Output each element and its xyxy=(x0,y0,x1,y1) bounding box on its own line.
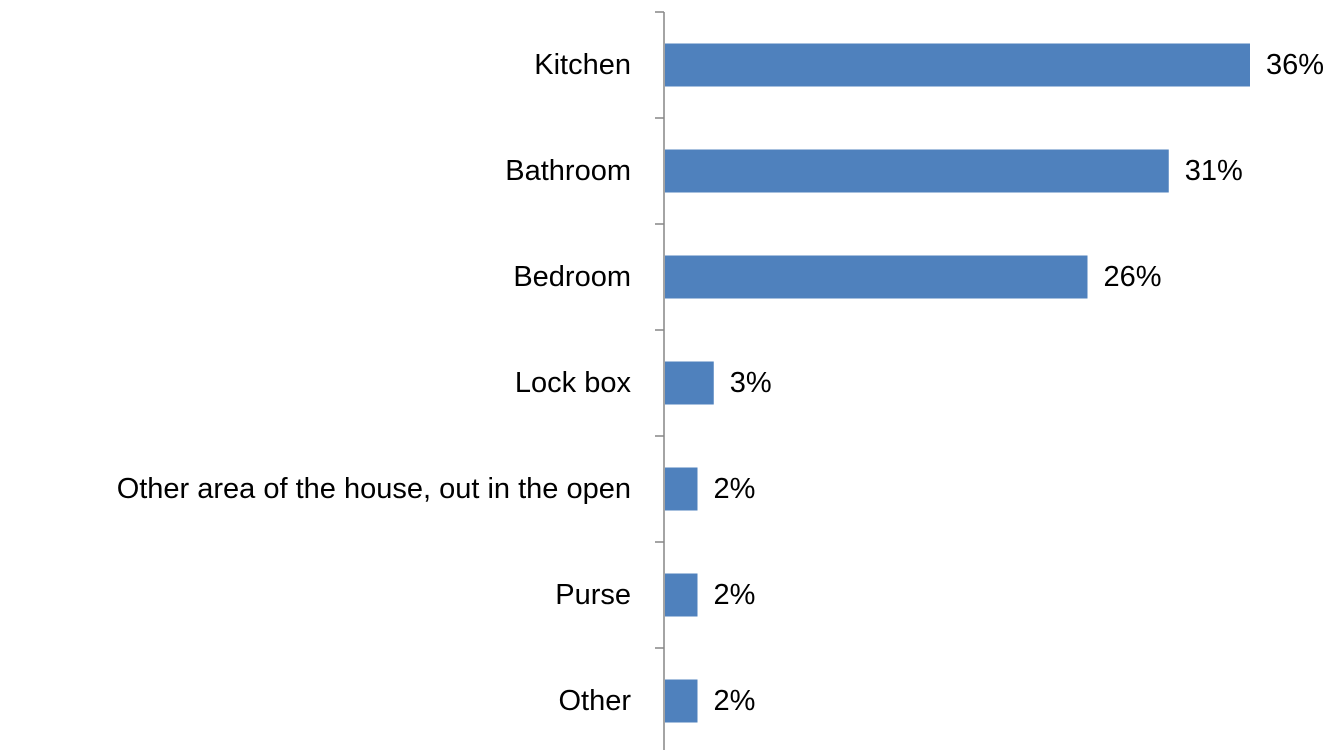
bar-kitchen xyxy=(665,43,1250,87)
category-label: Bathroom xyxy=(505,155,631,187)
bar-series xyxy=(665,43,1250,723)
data-labels: 36% 31% 26% 3% 2% 2% 2% xyxy=(714,49,1325,717)
bar-other xyxy=(665,679,698,723)
category-axis-ticks xyxy=(655,11,664,649)
category-label: Other area of the house, out in the open xyxy=(117,473,631,505)
category-label: Other xyxy=(558,685,631,717)
bar-bathroom xyxy=(665,149,1169,193)
category-label: Bedroom xyxy=(513,261,631,293)
data-label: 2% xyxy=(714,579,756,611)
data-label: 2% xyxy=(714,473,756,505)
category-label: Purse xyxy=(555,579,631,611)
bar-other-area-of-the-house-out-in-the-open xyxy=(665,467,698,511)
data-label: 36% xyxy=(1266,49,1324,81)
bar-bedroom xyxy=(665,255,1088,299)
category-label: Kitchen xyxy=(534,49,631,81)
data-label: 26% xyxy=(1104,261,1162,293)
data-label: 31% xyxy=(1185,155,1243,187)
data-label: 3% xyxy=(730,367,772,399)
category-label: Lock box xyxy=(515,367,632,399)
data-label: 2% xyxy=(714,685,756,717)
category-labels: Kitchen Bathroom Bedroom Lock box Other area… xyxy=(117,49,632,717)
bar-lock-box xyxy=(665,361,714,405)
bar-purse xyxy=(665,573,698,617)
